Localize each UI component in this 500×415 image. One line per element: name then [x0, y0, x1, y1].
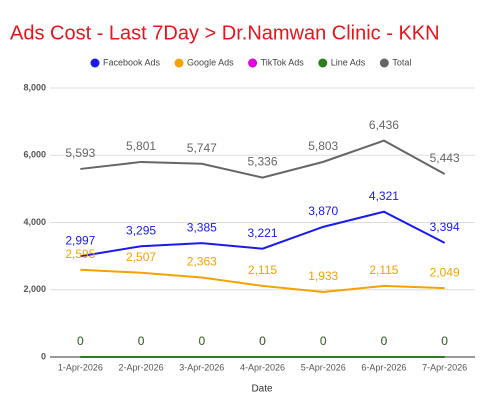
data-label: 0	[77, 334, 84, 348]
legend-marker	[379, 58, 389, 68]
data-label: 2,049	[430, 265, 460, 279]
data-label: 3,221	[247, 226, 277, 240]
legend-label: Facebook Ads	[103, 57, 161, 67]
x-tick-label: 3-Apr-2026	[179, 362, 224, 372]
data-label: 0	[441, 334, 448, 348]
data-label: 3,385	[187, 220, 217, 234]
x-axis-title: Date	[251, 384, 273, 395]
chart-title: Ads Cost - Last 7Day > Dr.Namwan Clinic …	[10, 22, 440, 44]
series-line	[80, 210, 446, 258]
x-tick-label: 2-Apr-2026	[119, 362, 164, 372]
data-label: 2,595	[65, 247, 95, 261]
legend-label: Google Ads	[187, 57, 234, 67]
data-label: 3,870	[308, 204, 338, 218]
data-label: 5,801	[126, 139, 156, 153]
data-label: 0	[441, 334, 448, 348]
data-label: 2,363	[187, 255, 217, 269]
x-tick-label: 7-Apr-2026	[422, 362, 467, 372]
data-label: 0	[138, 334, 145, 348]
data-label: 0	[320, 334, 327, 348]
data-label: 2,115	[248, 263, 277, 277]
series-line	[80, 139, 446, 179]
y-tick-label: 0	[41, 351, 46, 361]
data-label: 0	[198, 334, 205, 348]
legend-marker	[248, 58, 258, 68]
data-label: 5,803	[308, 139, 338, 153]
legend-label: TikTok Ads	[261, 57, 305, 67]
data-label: 5,593	[65, 146, 95, 160]
data-label: 5,747	[187, 141, 217, 155]
data-label: 0	[320, 334, 327, 348]
legend-marker	[90, 58, 100, 68]
data-label: 0	[259, 334, 266, 348]
series-line	[80, 268, 445, 294]
y-tick-label: 6,000	[23, 150, 46, 160]
x-tick-label: 5-Apr-2026	[301, 362, 346, 372]
data-label: 2,115	[369, 263, 398, 277]
data-label: 0	[259, 334, 266, 348]
data-label: 4,321	[369, 189, 399, 203]
x-tick-label: 1-Apr-2026	[58, 362, 103, 372]
data-label: 0	[77, 334, 84, 348]
data-label: 0	[381, 334, 388, 348]
data-label: 0	[198, 334, 205, 348]
legend-marker	[174, 58, 184, 68]
legend-label: Total	[392, 57, 411, 67]
data-label: 6,436	[369, 118, 399, 132]
data-label: 2,997	[65, 233, 95, 247]
data-label: 5,443	[430, 151, 460, 165]
x-tick-label: 4-Apr-2026	[240, 362, 285, 372]
y-tick-label: 8,000	[23, 82, 46, 92]
data-label: 3,394	[430, 220, 460, 234]
legend-marker	[318, 58, 328, 68]
x-tick-label: 6-Apr-2026	[361, 362, 406, 372]
y-tick-label: 2,000	[23, 284, 46, 294]
legend-label: Line Ads	[331, 57, 366, 67]
y-tick-label: 4,000	[23, 217, 46, 227]
data-label: 1,933	[308, 269, 338, 283]
data-label: 5,336	[247, 155, 277, 169]
data-label: 2,507	[126, 250, 156, 264]
data-label: 0	[381, 334, 388, 348]
data-label: 3,295	[126, 223, 156, 237]
data-label: 0	[138, 334, 145, 348]
